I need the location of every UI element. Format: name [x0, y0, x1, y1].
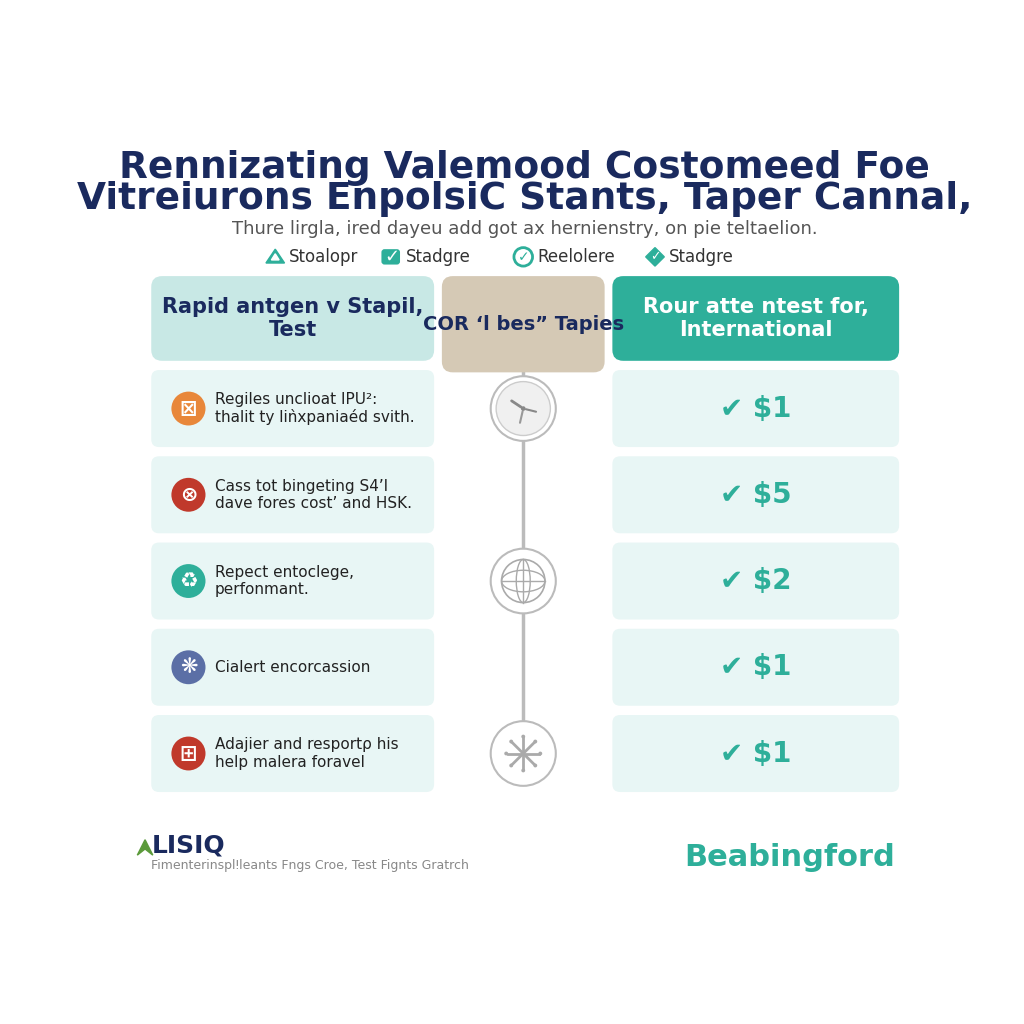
Text: Repect entoclege,
perfonmant.: Repect entoclege, perfonmant.: [215, 565, 354, 597]
Circle shape: [521, 734, 525, 738]
Polygon shape: [137, 840, 153, 855]
Text: ✔ $1: ✔ $1: [720, 394, 792, 423]
Text: Vitreiurons EnpolsiC Stants, Taper Cannal,: Vitreiurons EnpolsiC Stants, Taper Canna…: [77, 181, 973, 217]
Text: ✔ $1: ✔ $1: [720, 653, 792, 681]
Text: ✓: ✓: [384, 248, 399, 266]
Text: ✓: ✓: [650, 250, 660, 263]
FancyBboxPatch shape: [381, 249, 400, 264]
Text: Beabingford: Beabingford: [684, 843, 895, 872]
FancyBboxPatch shape: [152, 457, 434, 534]
Circle shape: [521, 769, 525, 772]
Circle shape: [490, 549, 556, 613]
Circle shape: [490, 376, 556, 441]
Text: ✓: ✓: [517, 250, 529, 264]
Text: ❋: ❋: [179, 657, 198, 677]
Text: ✔ $5: ✔ $5: [720, 481, 792, 509]
FancyBboxPatch shape: [152, 370, 434, 447]
FancyBboxPatch shape: [152, 629, 434, 706]
Text: Reelolere: Reelolere: [538, 248, 615, 266]
Text: Fimenterinsplǃleants Fngs Croe, Test Fignts Gratrch: Fimenterinsplǃleants Fngs Croe, Test Fig…: [152, 859, 469, 871]
Text: Thure lirgla, ired dayeu add got ax hernienstry, on pie teltaelion.: Thure lirgla, ired dayeu add got ax hern…: [232, 220, 817, 239]
Circle shape: [539, 752, 543, 756]
Circle shape: [509, 739, 513, 743]
FancyBboxPatch shape: [152, 715, 434, 792]
Text: Stoalopr: Stoalopr: [289, 248, 358, 266]
Text: Adajier and resportρ his
help malera foravel: Adajier and resportρ his help malera for…: [215, 737, 398, 770]
Circle shape: [509, 764, 513, 767]
Text: Rapid antgen v Stapil,
Test: Rapid antgen v Stapil, Test: [162, 297, 423, 340]
Text: Stadgre: Stadgre: [669, 248, 734, 266]
Circle shape: [171, 391, 206, 426]
Circle shape: [502, 559, 545, 602]
Text: LISIQ: LISIQ: [152, 834, 225, 858]
Text: Stadgre: Stadgre: [406, 248, 470, 266]
Text: ⊞: ⊞: [179, 743, 198, 764]
Circle shape: [171, 564, 206, 598]
Text: ✔ $1: ✔ $1: [720, 739, 792, 768]
Circle shape: [171, 736, 206, 770]
Text: ♻: ♻: [179, 571, 198, 591]
FancyBboxPatch shape: [152, 543, 434, 620]
Polygon shape: [271, 254, 280, 260]
Text: Cialert encorcassion: Cialert encorcassion: [215, 659, 370, 675]
Circle shape: [534, 739, 538, 743]
Text: Rour atte ntest for,
International: Rour atte ntest for, International: [643, 297, 868, 340]
Circle shape: [504, 752, 508, 756]
FancyBboxPatch shape: [612, 276, 899, 360]
Polygon shape: [266, 249, 285, 263]
Circle shape: [521, 407, 525, 411]
Text: ✔ $2: ✔ $2: [720, 567, 792, 595]
Circle shape: [496, 382, 550, 435]
Text: ⊠: ⊠: [179, 398, 198, 419]
FancyBboxPatch shape: [152, 276, 434, 360]
Circle shape: [490, 721, 556, 785]
Text: ⊗: ⊗: [179, 484, 198, 505]
Circle shape: [534, 764, 538, 767]
Text: Regiles unclioat IPU²:
thalit ty liǹxpaniaéd svith.: Regiles unclioat IPU²: thalit ty liǹxpan…: [215, 392, 415, 425]
Circle shape: [171, 478, 206, 512]
Text: COR ‘l bes” Tapies: COR ‘l bes” Tapies: [423, 314, 624, 334]
Polygon shape: [646, 248, 665, 266]
Text: Cass tot bingeting S4’l
dave fores cost’ and HSK.: Cass tot bingeting S4’l dave fores cost’…: [215, 478, 412, 511]
Circle shape: [171, 650, 206, 684]
FancyBboxPatch shape: [612, 543, 899, 620]
FancyBboxPatch shape: [612, 715, 899, 792]
FancyBboxPatch shape: [612, 629, 899, 706]
FancyBboxPatch shape: [442, 276, 604, 373]
Text: Rennizating Valemood Costomeed Foe: Rennizating Valemood Costomeed Foe: [120, 151, 930, 186]
FancyBboxPatch shape: [612, 370, 899, 447]
FancyBboxPatch shape: [612, 457, 899, 534]
